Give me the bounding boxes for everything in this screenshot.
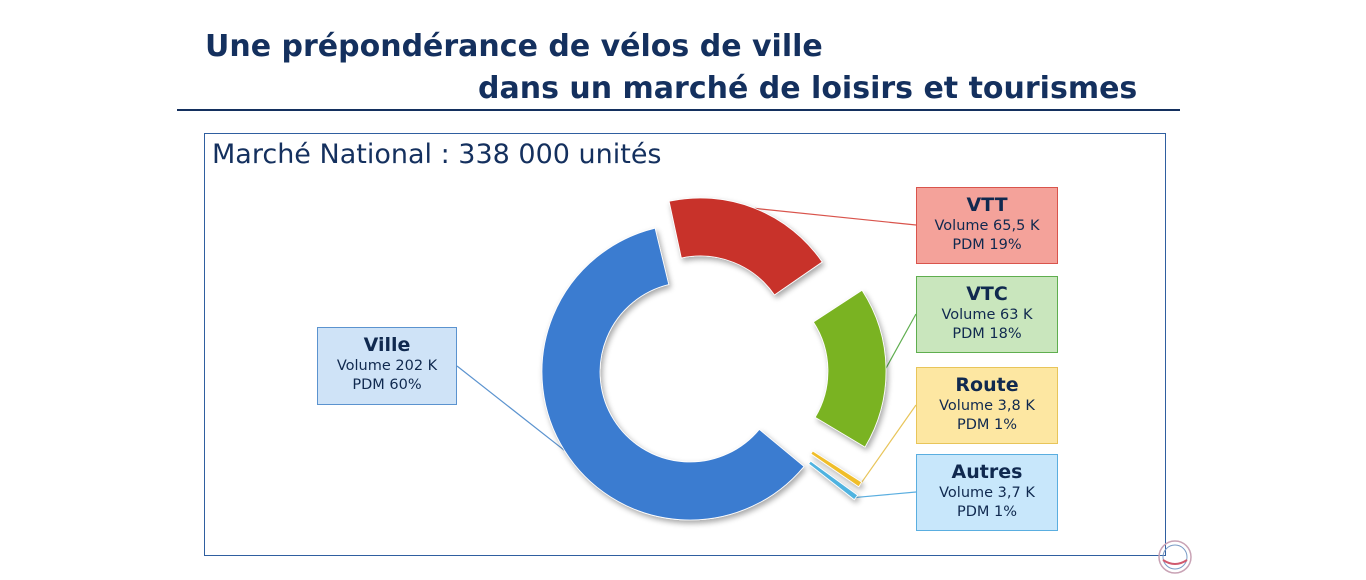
slice-pdm-autres: PDM 1%: [956, 504, 1018, 520]
slice-volume-vtc: Volume 63 K: [941, 307, 1033, 323]
slice-name-ville: Ville: [363, 334, 411, 356]
leader-line-vtt: [754, 207, 917, 226]
slice-pdm-vtt: PDM 19%: [952, 237, 1022, 253]
label-box-vtt: VTT Volume 65,5 K PDM 19%: [916, 187, 1058, 264]
brand-seal-icon: [1158, 540, 1192, 574]
slice-volume-route: Volume 3,8 K: [939, 398, 1035, 414]
label-box-route: Route Volume 3,8 K PDM 1%: [916, 367, 1058, 444]
title-line-2: dans un marché de loisirs et tourismes: [478, 71, 1138, 106]
leader-line-autres: [855, 491, 917, 499]
slice-pdm-ville: PDM 60%: [352, 377, 422, 393]
slice-volume-vtt: Volume 65,5 K: [934, 218, 1040, 234]
slice-route: [810, 450, 863, 488]
slice-name-vtt: VTT: [966, 194, 1008, 216]
label-box-ville: Ville Volume 202 K PDM 60%: [317, 327, 457, 405]
chart-subtitle: Marché National : 338 000 unités: [212, 139, 662, 170]
slice-volume-ville: Volume 202 K: [336, 358, 438, 374]
slice-pdm-route: PDM 1%: [956, 417, 1018, 433]
slice-name-route: Route: [955, 374, 1019, 396]
label-box-autres: Autres Volume 3,7 K PDM 1%: [916, 454, 1058, 531]
slice-name-autres: Autres: [951, 461, 1023, 483]
title-line-1: Une prépondérance de vélos de ville: [205, 29, 823, 64]
title-divider: [177, 109, 1180, 111]
slice-vtc: [812, 289, 887, 448]
chart-frame: [204, 133, 1166, 556]
leader-line-vtc: [885, 313, 917, 369]
label-box-vtc: VTC Volume 63 K PDM 18%: [916, 276, 1058, 353]
leader-line-route: [859, 404, 917, 485]
slice-vtt: [668, 197, 823, 296]
slice-name-vtc: VTC: [966, 283, 1008, 305]
slice-ville: [541, 227, 805, 521]
leader-line-ville: [456, 365, 565, 451]
slice-volume-autres: Volume 3,7 K: [939, 485, 1035, 501]
slice-autres: [808, 460, 859, 501]
slice-pdm-vtc: PDM 18%: [952, 326, 1022, 342]
